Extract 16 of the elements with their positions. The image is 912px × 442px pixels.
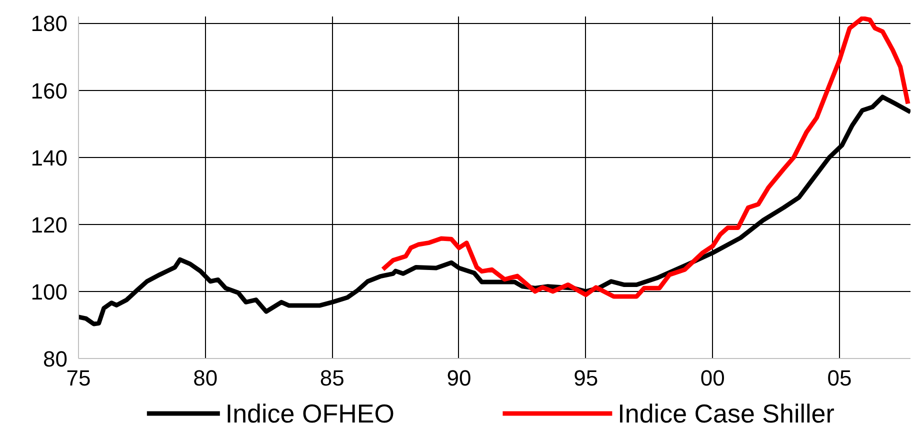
- x-tick-label: 80: [193, 366, 218, 390]
- x-tick-label: 05: [827, 366, 852, 390]
- legend-label: Indice Case Shiller: [618, 398, 835, 428]
- y-tick-label: 80: [43, 346, 68, 372]
- x-tick-label: 90: [446, 366, 472, 390]
- y-tick-label: 160: [30, 78, 68, 104]
- legend-label: Indice OFHEO: [225, 398, 394, 428]
- y-tick-label: 120: [30, 212, 68, 238]
- line-series: [380, 16, 910, 299]
- x-tick-label: 95: [574, 366, 598, 390]
- x-tick-label: 85: [320, 366, 344, 390]
- x-tick-label: 75: [66, 366, 91, 390]
- x-tick-label: 00: [700, 366, 725, 390]
- y-tick-label: 140: [30, 145, 68, 170]
- y-tick-label: 180: [30, 11, 68, 36]
- y-tick-label: 100: [30, 279, 68, 304]
